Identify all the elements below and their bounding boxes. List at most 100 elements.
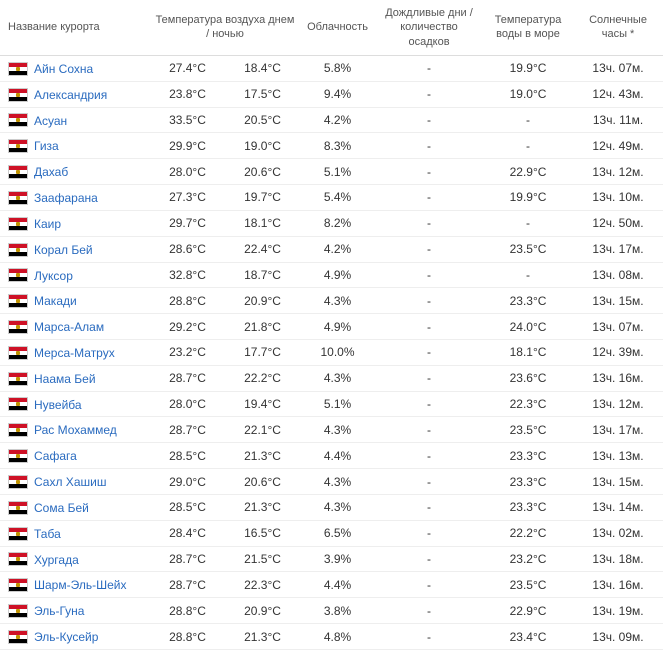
resort-link[interactable]: Сахл Хашиш (34, 475, 106, 489)
resort-link[interactable]: Рас Мохаммед (34, 423, 117, 437)
cell-sea: 19.9°C (483, 55, 573, 81)
table-row: Нувейба28.0°C19.4°C5.1%-22.3°C13ч. 12м. (0, 391, 663, 417)
resort-link[interactable]: Мерса-Матрух (34, 346, 115, 360)
egypt-flag-icon (8, 527, 28, 541)
cell-sun: 13ч. 18м. (573, 546, 663, 572)
cell-resort: Эль-Кусейр (0, 624, 150, 650)
table-row: Сафага28.5°C21.3°C4.4%-23.3°C13ч. 13м. (0, 443, 663, 469)
resort-link[interactable]: Корал Бей (34, 243, 93, 257)
cell-rain: - (375, 546, 483, 572)
cell-rain: - (375, 520, 483, 546)
cell-sea: 22.9°C (483, 598, 573, 624)
resort-link[interactable]: Эль-Кусейр (34, 630, 98, 644)
cell-temp-night: 17.5°C (225, 81, 300, 107)
cell-temp-day: 29.2°C (150, 314, 225, 340)
resort-link[interactable]: Макади (34, 294, 77, 308)
cell-resort: Эль-Гуна (0, 598, 150, 624)
cell-sea: 23.4°C (483, 624, 573, 650)
egypt-flag-icon (8, 62, 28, 76)
egypt-flag-icon (8, 501, 28, 515)
table-row: Марса-Алам29.2°C21.8°C4.9%-24.0°C13ч. 07… (0, 314, 663, 340)
cell-resort: Александрия (0, 81, 150, 107)
resort-link[interactable]: Сома Бей (34, 501, 89, 515)
cell-temp-day: 23.2°C (150, 340, 225, 366)
cell-rain: - (375, 340, 483, 366)
cell-temp-night: 19.7°C (225, 185, 300, 211)
cell-sun: 13ч. 09м. (573, 624, 663, 650)
resort-link[interactable]: Шарм-Эль-Шейх (34, 578, 126, 592)
cell-cloud: 5.1% (300, 159, 375, 185)
egypt-flag-icon (8, 475, 28, 489)
cell-temp-night: 20.6°C (225, 159, 300, 185)
cell-temp-night: 18.7°C (225, 262, 300, 288)
cell-temp-day: 28.5°C (150, 443, 225, 469)
table-row: Заафарана27.3°C19.7°C5.4%-19.9°C13ч. 10м… (0, 185, 663, 211)
table-row: Сома Бей28.5°C21.3°C4.3%-23.3°C13ч. 14м. (0, 494, 663, 520)
cell-sun: 12ч. 50м. (573, 210, 663, 236)
cell-temp-day: 28.7°C (150, 365, 225, 391)
cell-sea: 23.5°C (483, 572, 573, 598)
cell-temp-night: 18.1°C (225, 210, 300, 236)
cell-cloud: 4.2% (300, 107, 375, 133)
cell-cloud: 5.1% (300, 391, 375, 417)
resort-link[interactable]: Айн Сохна (34, 62, 93, 76)
cell-temp-night: 21.3°C (225, 443, 300, 469)
header-rain: Дождливые дни / количество осадков (375, 0, 483, 55)
table-row: Гиза29.9°C19.0°C8.3%--12ч. 49м. (0, 133, 663, 159)
table-row: Дахаб28.0°C20.6°C5.1%-22.9°C13ч. 12м. (0, 159, 663, 185)
table-row: Шарм-Эль-Шейх28.7°C22.3°C4.4%-23.5°C13ч.… (0, 572, 663, 598)
resort-link[interactable]: Луксор (34, 268, 73, 282)
table-body: Айн Сохна27.4°C18.4°C5.8%-19.9°C13ч. 07м… (0, 55, 663, 649)
resort-link[interactable]: Гиза (34, 139, 59, 153)
cell-cloud: 10.0% (300, 340, 375, 366)
resort-link[interactable]: Дахаб (34, 165, 68, 179)
cell-sun: 13ч. 16м. (573, 572, 663, 598)
resort-link[interactable]: Таба (34, 527, 61, 541)
cell-sea: - (483, 262, 573, 288)
cell-cloud: 6.5% (300, 520, 375, 546)
cell-resort: Луксор (0, 262, 150, 288)
cell-cloud: 4.3% (300, 288, 375, 314)
egypt-flag-icon (8, 630, 28, 644)
cell-sun: 12ч. 39м. (573, 340, 663, 366)
cell-sun: 12ч. 43м. (573, 81, 663, 107)
resort-link[interactable]: Асуан (34, 113, 67, 127)
cell-rain: - (375, 443, 483, 469)
cell-sea: 23.3°C (483, 469, 573, 495)
cell-temp-night: 16.5°C (225, 520, 300, 546)
egypt-flag-icon (8, 191, 28, 205)
cell-rain: - (375, 469, 483, 495)
cell-sea: 18.1°C (483, 340, 573, 366)
cell-temp-night: 20.6°C (225, 469, 300, 495)
cell-cloud: 4.4% (300, 572, 375, 598)
cell-resort: Наама Бей (0, 365, 150, 391)
resort-link[interactable]: Хургада (34, 552, 79, 566)
cell-cloud: 4.2% (300, 236, 375, 262)
resort-link[interactable]: Александрия (34, 88, 107, 102)
cell-rain: - (375, 391, 483, 417)
resort-link[interactable]: Марса-Алам (34, 320, 104, 334)
cell-resort: Каир (0, 210, 150, 236)
resort-link[interactable]: Наама Бей (34, 372, 96, 386)
resort-link[interactable]: Заафарана (34, 191, 98, 205)
table-row: Каир29.7°C18.1°C8.2%--12ч. 50м. (0, 210, 663, 236)
egypt-flag-icon (8, 552, 28, 566)
cell-rain: - (375, 159, 483, 185)
cell-temp-day: 23.8°C (150, 81, 225, 107)
cell-sea: 23.3°C (483, 494, 573, 520)
cell-temp-day: 29.0°C (150, 469, 225, 495)
cell-resort: Гиза (0, 133, 150, 159)
egypt-flag-icon (8, 268, 28, 282)
cell-resort: Таба (0, 520, 150, 546)
resort-link[interactable]: Нувейба (34, 397, 82, 411)
egypt-flag-icon (8, 346, 28, 360)
cell-cloud: 4.3% (300, 469, 375, 495)
cell-temp-night: 21.5°C (225, 546, 300, 572)
table-row: Эль-Гуна28.8°C20.9°C3.8%-22.9°C13ч. 19м. (0, 598, 663, 624)
table-row: Мерса-Матрух23.2°C17.7°C10.0%-18.1°C12ч.… (0, 340, 663, 366)
resort-link[interactable]: Эль-Гуна (34, 604, 84, 618)
resort-link[interactable]: Каир (34, 217, 61, 231)
resort-link[interactable]: Сафага (34, 449, 77, 463)
egypt-flag-icon (8, 165, 28, 179)
cell-cloud: 5.8% (300, 55, 375, 81)
